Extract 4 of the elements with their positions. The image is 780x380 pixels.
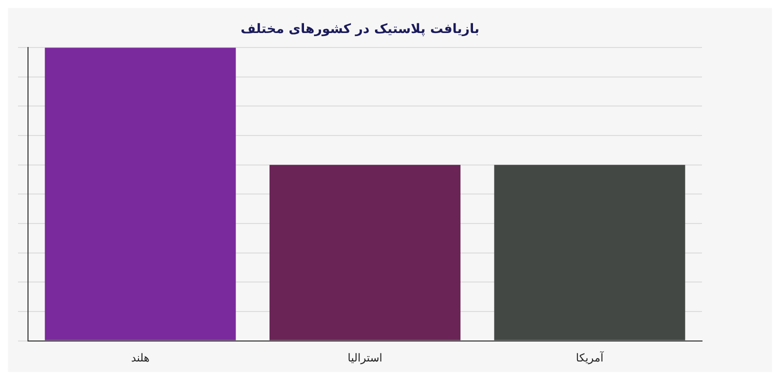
x-tick-label: آمریکا [576, 350, 604, 364]
chart-title: بازیافت پلاستیک در کشورهای مختلف [240, 22, 480, 38]
x-tick-label: هلند [131, 351, 150, 364]
x-tick-label: استرالیا [348, 351, 382, 364]
